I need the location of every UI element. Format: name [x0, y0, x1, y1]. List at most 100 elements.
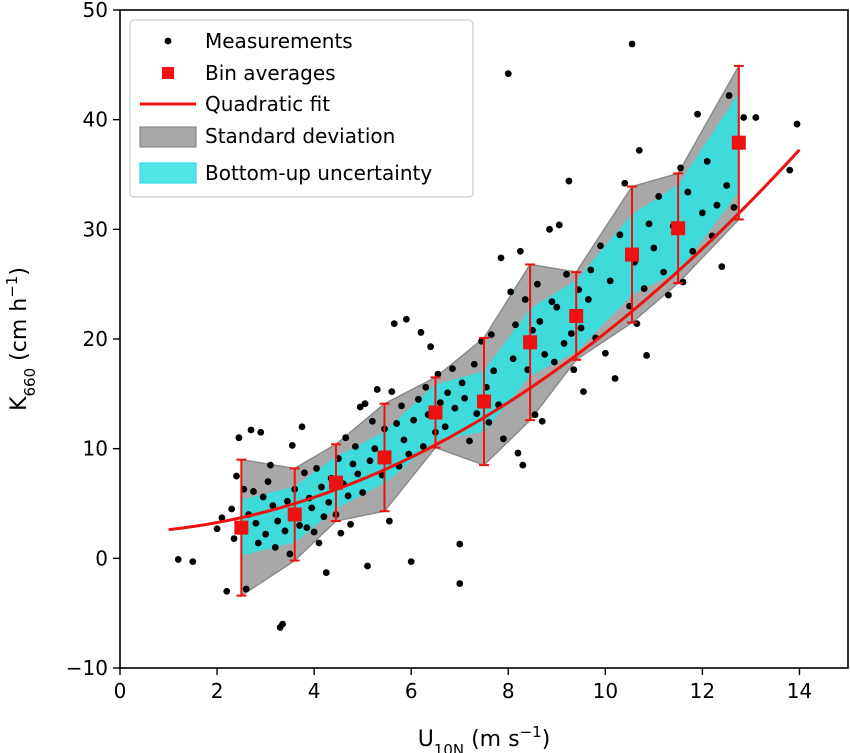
measurement-point — [417, 329, 425, 336]
measurement-point — [213, 525, 221, 533]
x-axis-title: U10N (m s−1) — [418, 723, 551, 753]
measurement-point — [410, 416, 418, 424]
measurement-point — [254, 539, 262, 547]
measurement-point — [635, 146, 643, 154]
measurement-point — [402, 315, 410, 323]
measurement-point — [308, 504, 316, 512]
measurement-point — [257, 428, 265, 436]
measurement-point — [456, 540, 464, 548]
measurement-point — [550, 358, 558, 366]
measurement-point — [616, 231, 624, 239]
measurement-point — [786, 166, 794, 174]
measurement-point — [517, 247, 524, 255]
bin-average — [523, 263, 538, 422]
y-tick-label: 40 — [83, 108, 108, 132]
measurement-point — [279, 620, 286, 628]
bin-average-marker — [523, 335, 538, 350]
measurement-point — [349, 460, 357, 468]
measurement-point — [597, 242, 604, 250]
y-tick-label: 30 — [83, 217, 108, 241]
legend-entry-fit: Quadratic fit — [140, 92, 330, 116]
y-axis-title-subscript: 660 — [21, 368, 39, 397]
measurement-point — [405, 450, 413, 458]
x-tick-label: 10 — [593, 679, 618, 703]
measurement-point — [371, 445, 379, 453]
measurement-point — [504, 70, 512, 78]
legend-marker-bins — [162, 67, 174, 79]
measurement-point — [288, 441, 296, 449]
x-tick-label: 14 — [787, 679, 812, 703]
measurement-point — [584, 296, 592, 303]
x-axis-ticks: 0 2 4 6 8 10 12 14 — [114, 668, 812, 703]
legend-swatch-bottomup — [139, 162, 197, 184]
measurement-point — [473, 410, 481, 417]
x-tick-label: 8 — [502, 679, 515, 703]
measurement-point — [436, 399, 444, 407]
bin-average-marker — [287, 507, 302, 522]
measurement-point — [361, 400, 369, 408]
bin-average-marker — [477, 394, 491, 409]
measurement-point — [461, 394, 468, 402]
measurement-point — [723, 182, 731, 189]
bin-average — [671, 172, 686, 285]
measurement-point — [655, 193, 663, 200]
measurement-point — [320, 513, 328, 521]
measurement-point — [356, 403, 364, 411]
measurement-point — [628, 40, 636, 48]
measurement-point — [470, 360, 478, 368]
measurement-point — [296, 522, 303, 529]
measurement-point — [398, 402, 405, 410]
measurement-point — [407, 558, 415, 566]
measurement-point — [519, 461, 527, 469]
measurement-point — [235, 434, 243, 442]
y-axis-ticks: −10 0 10 20 30 40 50 — [66, 0, 120, 680]
measurement-point — [342, 434, 350, 442]
measurement-point — [449, 365, 456, 373]
x-tick-label: 4 — [308, 679, 321, 703]
measurement-point — [393, 420, 401, 427]
bin-average-marker — [569, 308, 584, 323]
measurement-point — [344, 492, 352, 500]
measurement-point — [531, 411, 539, 419]
measurement-point — [262, 530, 269, 538]
measurement-point — [587, 266, 595, 274]
bin-average-marker — [731, 135, 746, 150]
measurement-point — [354, 470, 362, 478]
measurement-point — [451, 404, 459, 412]
legend-entry-measurements: Measurements — [164, 29, 353, 53]
measurement-point — [752, 114, 760, 121]
measurement-point — [650, 244, 658, 252]
measurement-point — [250, 488, 257, 495]
bin-average — [428, 376, 443, 449]
measurement-point — [313, 465, 320, 472]
measurement-point — [730, 204, 738, 211]
y-axis-title-superscript: −1 — [3, 276, 21, 298]
measurement-point — [325, 499, 333, 506]
measurement-point — [521, 296, 529, 303]
measurement-point — [565, 177, 573, 185]
measurement-point — [458, 379, 466, 387]
bin-average — [377, 402, 392, 513]
measurement-point — [303, 524, 311, 532]
legend-entry-bottomup: Bottom-up uncertainty — [139, 161, 432, 185]
measurement-point — [281, 527, 289, 535]
measurement-point — [645, 220, 653, 228]
measurement-point — [718, 263, 726, 271]
y-tick-label: 50 — [83, 0, 108, 22]
measurement-point — [677, 164, 684, 172]
measurement-point — [415, 395, 422, 403]
legend-label-bins: Bin averages — [205, 61, 336, 85]
legend-entry-std: Standard deviation — [139, 124, 395, 148]
measurement-point — [601, 349, 609, 357]
measurement-point — [259, 493, 267, 501]
measurement-point — [347, 520, 354, 528]
measurement-point — [271, 543, 279, 551]
measurement-point — [337, 529, 345, 537]
measurement-point — [633, 320, 641, 328]
y-tick-label: 10 — [83, 437, 108, 461]
measurement-point — [267, 461, 274, 469]
measurement-point — [694, 110, 701, 118]
measurement-point — [274, 517, 282, 525]
measurement-point — [427, 343, 435, 351]
